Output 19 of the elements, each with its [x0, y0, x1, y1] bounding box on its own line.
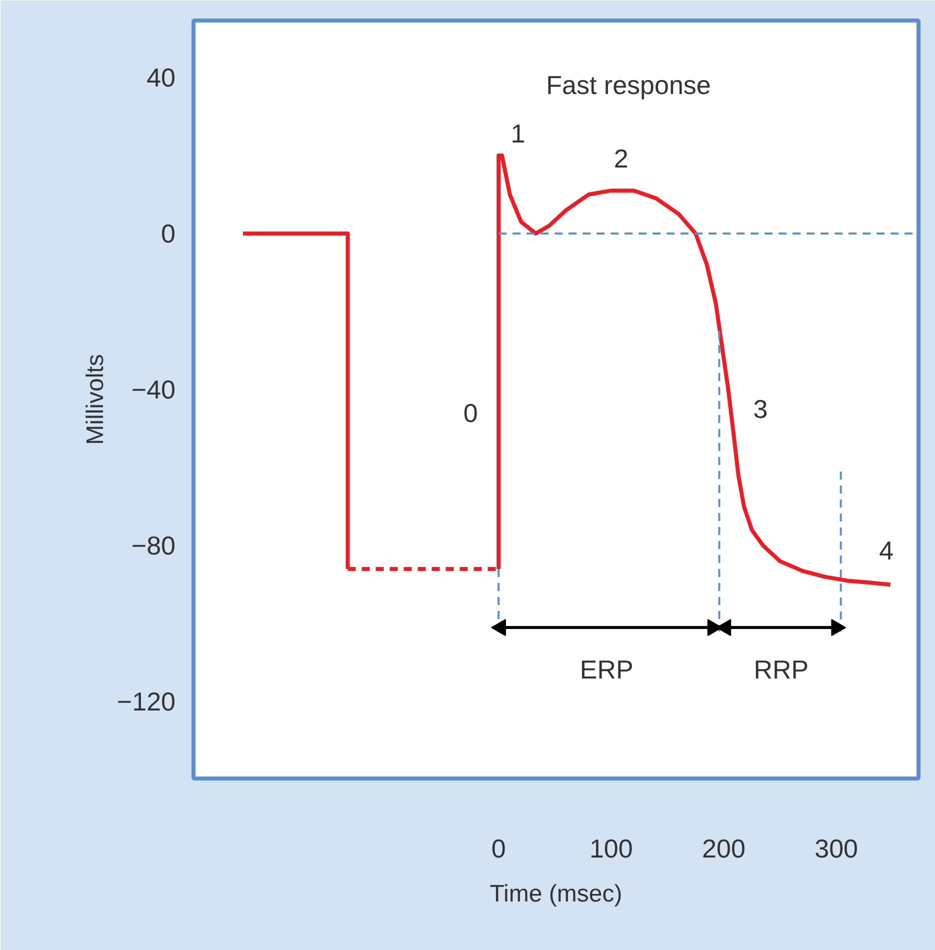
- text: Fast response: [546, 70, 711, 100]
- y-tick-label: −120: [116, 686, 176, 717]
- annotation: 2: [614, 144, 628, 174]
- y-tick-label: 0: [161, 218, 176, 249]
- y-tick-label: 40: [146, 62, 176, 92]
- x-tick-label: 0: [491, 834, 506, 864]
- y-tick-label: −80: [131, 530, 176, 561]
- x-tick-label: 200: [702, 834, 746, 864]
- annotation: 1: [510, 118, 526, 148]
- series-label: ERP: [580, 654, 634, 685]
- annotation: 0: [463, 398, 478, 428]
- y-tick-label: −40: [131, 374, 176, 405]
- annotation: 4: [879, 536, 894, 566]
- annotation: 3: [753, 394, 768, 424]
- x-axis-title: Time (msec): [490, 880, 622, 908]
- x-tick-label: 300: [814, 834, 858, 864]
- x-tick-label: 100: [589, 834, 633, 864]
- y-axis-title: Millivolts: [82, 354, 109, 445]
- series-label: RRP: [754, 654, 809, 685]
